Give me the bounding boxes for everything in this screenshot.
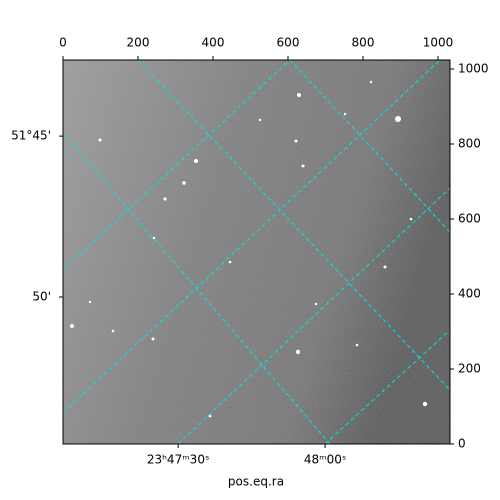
- right-tick-label: 0: [458, 437, 466, 451]
- right-tick-label: 600: [458, 212, 481, 226]
- ra-tick-label: 23ʰ47ᵐ30ˢ: [147, 453, 210, 467]
- top-tick-label: 600: [277, 36, 300, 50]
- grid-line: [137, 60, 450, 391]
- dec-tick-label: 51°45': [11, 129, 51, 143]
- top-tick-label: 200: [127, 36, 150, 50]
- stars: [70, 80, 428, 418]
- top-tick-label: 0: [59, 36, 67, 50]
- grid-line: [63, 60, 441, 414]
- axes-frame: [62, 59, 451, 445]
- right-tick-label: 400: [458, 287, 481, 301]
- grid-line: [63, 60, 291, 271]
- right-tick-label: 200: [458, 362, 481, 376]
- dec-tick-label: 50': [32, 290, 51, 304]
- x-axis-label: pos.eq.ra: [228, 475, 284, 489]
- sky-image: [63, 60, 450, 444]
- top-tick-label: 400: [202, 36, 225, 50]
- right-tick-label: 800: [458, 137, 481, 151]
- top-tick-label: 1000: [423, 36, 454, 50]
- grid-line: [324, 329, 450, 444]
- coordinate-grid: [63, 60, 450, 444]
- top-tick-label: 800: [352, 36, 375, 50]
- ra-tick-label: 48ᵐ00ˢ: [304, 453, 347, 467]
- right-tick-label: 1000: [458, 62, 489, 76]
- grid-line: [177, 187, 450, 444]
